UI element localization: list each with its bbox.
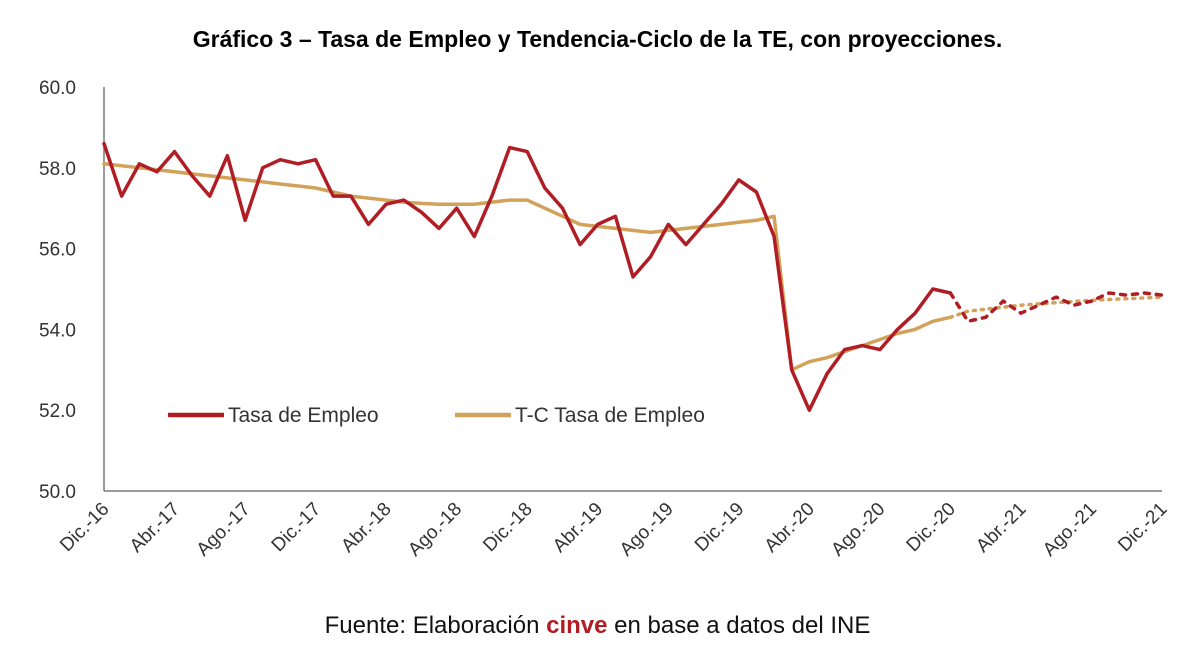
y-tick-label: 52.0 bbox=[39, 401, 76, 422]
x-tick-label: Ago.-21 bbox=[1039, 499, 1101, 561]
legend-label: Tasa de Empleo bbox=[228, 404, 379, 427]
x-tick-label: Abr.-20 bbox=[761, 499, 819, 557]
y-tick-label: 54.0 bbox=[39, 320, 76, 341]
footer-brand: cinve bbox=[546, 612, 608, 639]
x-tick-label: Dic.-18 bbox=[479, 499, 536, 556]
x-tick-label: Dic.-21 bbox=[1114, 499, 1171, 556]
footer-prefix: Fuente: Elaboración bbox=[324, 612, 547, 639]
x-tick-label: Ago.-20 bbox=[827, 499, 889, 561]
series-line-proyeccion-tasa-de-empleo bbox=[948, 291, 1164, 324]
series-line-t-c-tasa-de-empleo bbox=[102, 162, 953, 372]
y-tick-label: 56.0 bbox=[39, 240, 76, 261]
x-tick-label: Abr.-19 bbox=[549, 499, 607, 557]
chart-title: Gráfico 3 – Tasa de Empleo y Tendencia-C… bbox=[192, 26, 1003, 52]
series-line-proyeccion-t-c bbox=[948, 295, 1164, 320]
x-tick-label: Abr.-21 bbox=[972, 499, 1030, 557]
x-tick-label: Dic.-17 bbox=[268, 499, 325, 556]
footer-suffix: en base a datos del INE bbox=[607, 612, 871, 639]
x-tick-label: Dic.-20 bbox=[903, 499, 960, 556]
y-tick-label: 60.0 bbox=[39, 78, 76, 99]
x-tick-label: Ago.-19 bbox=[616, 499, 678, 561]
x-tick-label: Ago.-18 bbox=[404, 499, 466, 561]
y-tick-label: 58.0 bbox=[39, 159, 76, 180]
x-tick-label: Dic.-19 bbox=[691, 499, 748, 556]
source-footer: Fuente: Elaboración cinve en base a dato… bbox=[0, 612, 1195, 640]
x-tick-label: Dic.-16 bbox=[56, 499, 113, 556]
x-tick-label: Abr.-17 bbox=[126, 499, 184, 557]
x-tick-label: Abr.-18 bbox=[337, 499, 395, 557]
y-tick-label: 50.0 bbox=[39, 482, 76, 503]
series-line-tasa-de-empleo bbox=[102, 141, 953, 412]
x-tick-label: Ago.-17 bbox=[193, 499, 255, 561]
legend-label: T-C Tasa de Empleo bbox=[515, 404, 705, 427]
